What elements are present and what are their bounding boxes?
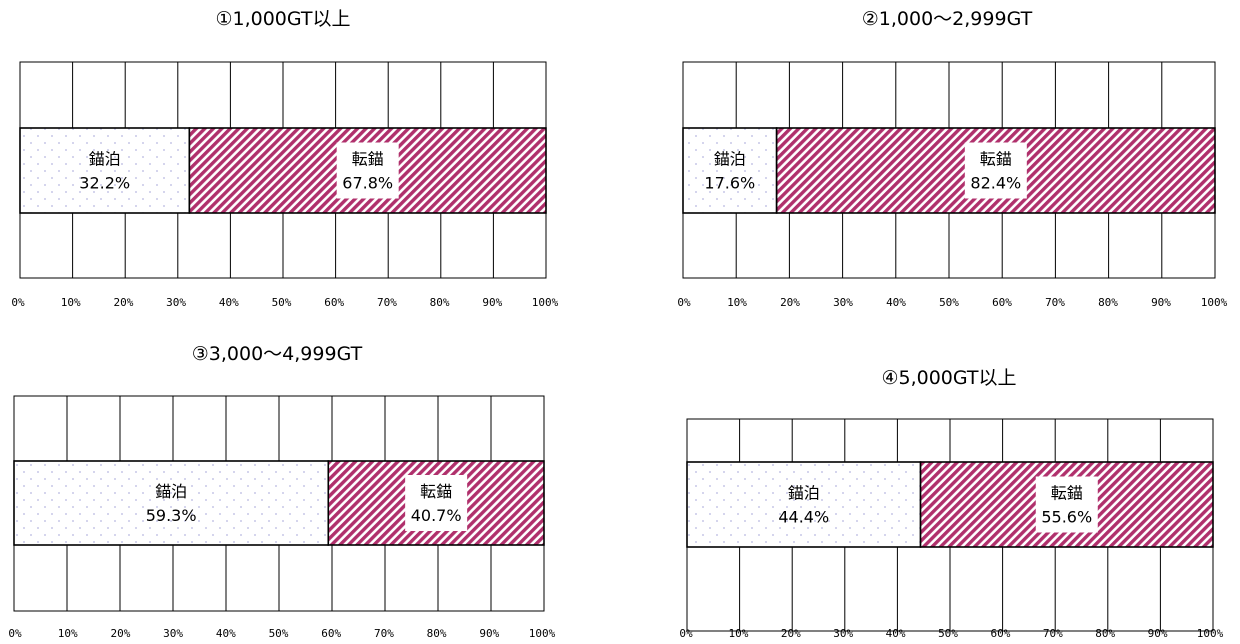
data-label: 59.3% <box>146 506 197 525</box>
x-tick-label: 90% <box>1151 296 1171 309</box>
x-tick-label: 90% <box>482 296 502 309</box>
segment-name-label: 転錨 <box>420 482 452 501</box>
segment-name-label: 錨泊 <box>788 484 820 503</box>
data-label: 32.2% <box>79 174 130 193</box>
x-tick-label: 30% <box>166 296 186 309</box>
x-tick-label: 60% <box>324 296 344 309</box>
x-tick-label: 100% <box>1197 627 1224 640</box>
data-label-bg <box>336 142 399 199</box>
segment-name-label: 錨泊 <box>714 150 746 169</box>
x-tick-label: 40% <box>886 627 906 640</box>
chart-panel-2: ②1,000～2,999GT 錨泊 17.6% 転錨 82.4% 0% 10% 20% 30% 4… <box>677 8 1227 309</box>
x-tick-label: 70% <box>1045 296 1065 309</box>
data-label: 44.4% <box>778 508 829 527</box>
segment-name-label: 転錨 <box>1051 484 1083 503</box>
chart-title: ②1,000～2,999GT <box>862 8 1033 30</box>
chart-title: ③3,000～4,999GT <box>192 343 363 365</box>
data-label: 17.6% <box>704 174 755 193</box>
x-tick-label: 50% <box>272 296 292 309</box>
x-tick-label: 50% <box>938 627 958 640</box>
bar-segment-anchorage <box>19 127 191 214</box>
x-tick-label: 50% <box>939 296 959 309</box>
x-tick-label: 80% <box>1098 296 1118 309</box>
x-tick-label: 10% <box>58 627 78 640</box>
x-tick-label: 60% <box>992 296 1012 309</box>
chart-title: ①1,000GT以上 <box>215 8 350 30</box>
x-tick-label: 80% <box>427 627 447 640</box>
segment-name-label: 転錨 <box>980 150 1012 169</box>
x-tick-label: 90% <box>479 627 499 640</box>
chart-panel-3: ③3,000～4,999GT 錨泊 59.3% 転錨 40.7% 0% 10% 20% 30% 4… <box>8 343 555 640</box>
data-label: 82.4% <box>970 174 1021 193</box>
segment-name-label: 錨泊 <box>155 482 187 501</box>
data-label: 40.7% <box>411 506 462 525</box>
bar-segment-anchorage <box>13 460 330 546</box>
data-label-bg <box>1035 476 1098 533</box>
x-tick-label: 70% <box>377 296 397 309</box>
x-tick-label: 100% <box>532 296 559 309</box>
x-tick-label: 30% <box>833 296 853 309</box>
x-tick-label: 10% <box>728 627 748 640</box>
data-label-bg <box>405 475 468 531</box>
x-tick-label: 30% <box>833 627 853 640</box>
segment-name-label: 転錨 <box>352 150 384 169</box>
x-tick-label: 40% <box>216 627 236 640</box>
x-tick-label: 0% <box>11 296 25 309</box>
x-tick-label: 70% <box>1043 627 1063 640</box>
chart-title: ④5,000GT以上 <box>881 367 1016 389</box>
x-tick-label: 60% <box>321 627 341 640</box>
bar-segment-anchorage <box>686 461 922 548</box>
x-tick-label: 50% <box>269 627 289 640</box>
x-tick-label: 80% <box>430 296 450 309</box>
x-tick-label: 40% <box>886 296 906 309</box>
x-tick-label: 100% <box>529 627 556 640</box>
x-tick-label: 10% <box>61 296 81 309</box>
x-tick-label: 40% <box>219 296 239 309</box>
x-tick-label: 60% <box>990 627 1010 640</box>
bar-segment-anchorage <box>682 127 778 214</box>
x-tick-label: 0% <box>8 627 22 640</box>
x-tick-label: 90% <box>1148 627 1168 640</box>
x-tick-label: 70% <box>374 627 394 640</box>
x-tick-label: 10% <box>727 296 747 309</box>
data-label: 55.6% <box>1041 508 1092 527</box>
data-label: 67.8% <box>342 174 393 193</box>
x-tick-label: 20% <box>110 627 130 640</box>
data-label-bg <box>964 142 1027 199</box>
x-tick-label: 30% <box>163 627 183 640</box>
x-tick-label: 20% <box>780 296 800 309</box>
x-tick-label: 20% <box>113 296 133 309</box>
x-tick-label: 20% <box>781 627 801 640</box>
x-tick-label: 100% <box>1201 296 1228 309</box>
x-tick-label: 0% <box>677 296 691 309</box>
x-tick-label: 0% <box>679 627 693 640</box>
segment-name-label: 錨泊 <box>89 150 121 169</box>
x-tick-label: 80% <box>1095 627 1115 640</box>
